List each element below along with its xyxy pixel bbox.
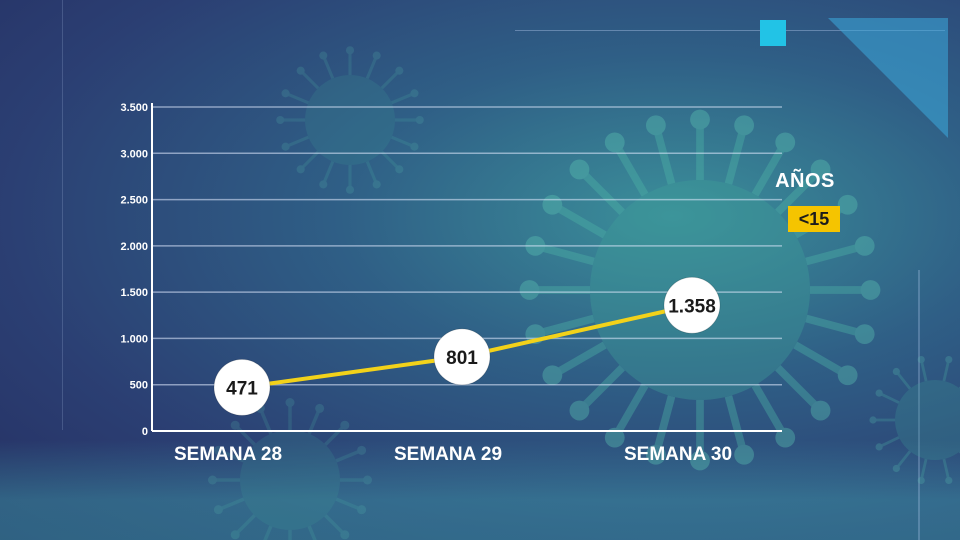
x-tick-label: SEMANA 30 — [624, 444, 732, 465]
data-point — [663, 276, 721, 334]
data-point — [433, 328, 491, 386]
legend-badge: <15 — [788, 206, 840, 232]
y-tick-label: 1.000 — [120, 333, 148, 345]
data-label: 801 — [446, 348, 478, 369]
data-label: 471 — [226, 378, 258, 399]
y-tick-label: 3.000 — [120, 148, 148, 160]
data-point — [213, 358, 271, 416]
y-tick-label: 500 — [130, 380, 148, 392]
y-tick-label: 2.500 — [120, 195, 148, 207]
x-tick-label: SEMANA 29 — [394, 444, 502, 465]
y-tick-label: 1.500 — [120, 287, 148, 299]
y-tick-label: 0 — [142, 426, 148, 438]
x-tick-label: SEMANA 28 — [174, 444, 282, 465]
legend-title: AÑOS — [775, 170, 835, 192]
y-tick-label: 2.000 — [120, 241, 148, 253]
y-tick-label: 3.500 — [120, 102, 148, 114]
data-label: 1.358 — [668, 296, 716, 317]
